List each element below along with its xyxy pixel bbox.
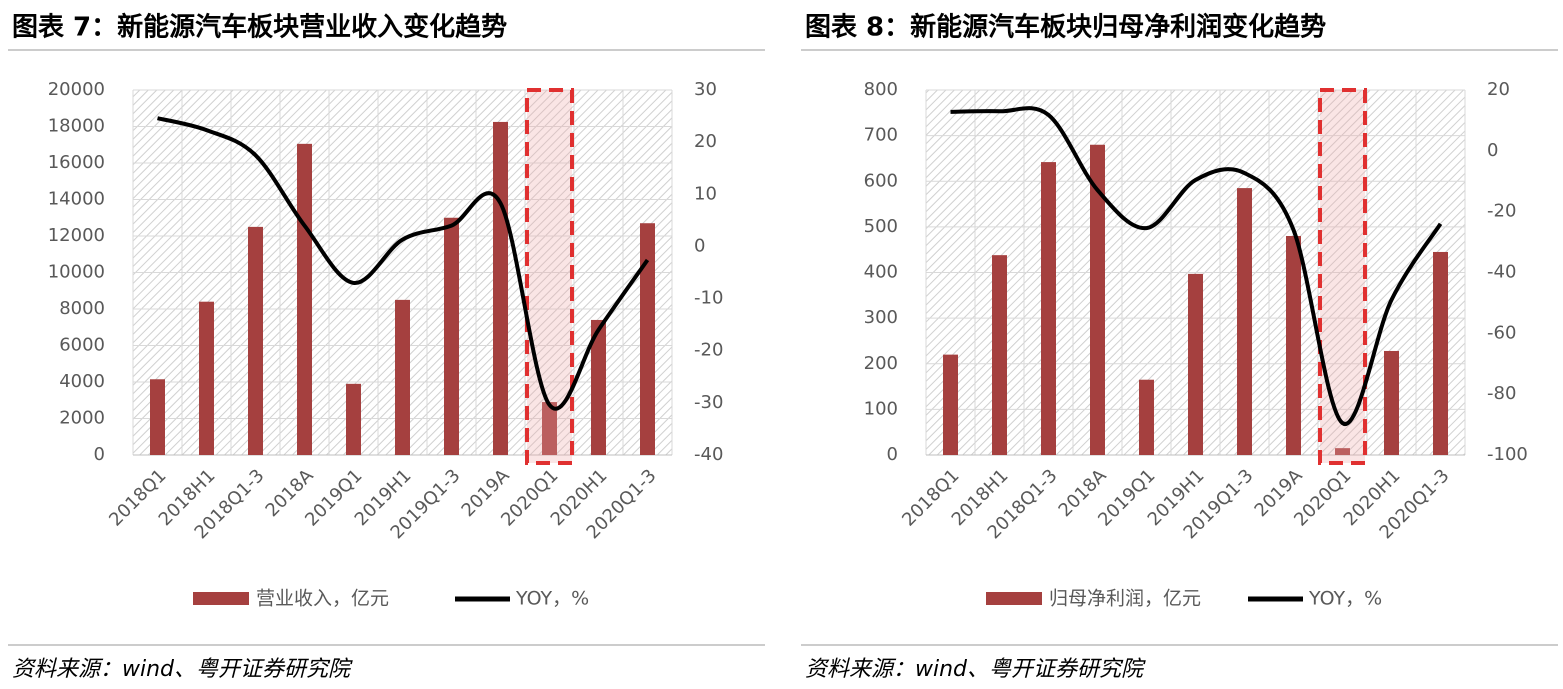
bar — [1384, 350, 1399, 455]
bar — [1041, 162, 1056, 455]
y-tick-label: 16000 — [48, 152, 105, 173]
bar — [591, 319, 606, 455]
highlight-box — [1318, 88, 1367, 465]
y-tick-label: 600 — [864, 170, 898, 191]
bar — [150, 379, 165, 455]
bar — [1237, 188, 1252, 455]
y-tick-label: 20000 — [48, 79, 105, 100]
y-tick-label: 500 — [864, 216, 898, 237]
y2-tick-label: -40 — [1487, 262, 1516, 283]
legend-label: 归母净利润，亿元 — [1049, 588, 1201, 610]
legend-label: 营业收入，亿元 — [256, 588, 389, 610]
y-tick-label: 12000 — [48, 225, 105, 246]
chart-title: 图表 7：新能源汽车板块营业收入变化趋势 — [12, 12, 507, 43]
bar — [297, 143, 312, 455]
legend-swatch — [193, 592, 249, 605]
y2-tick-label: 30 — [694, 79, 717, 100]
legend-label: YOY，% — [1308, 588, 1382, 610]
chart-title: 图表 8：新能源汽车板块归母净利润变化趋势 — [805, 12, 1326, 43]
yoy-line — [950, 106, 1443, 426]
y-tick-label: 2000 — [59, 408, 105, 429]
y-tick-label: 100 — [864, 398, 898, 419]
y2-tick-label: -30 — [694, 392, 723, 413]
y2-tick-label: 20 — [1487, 79, 1510, 100]
bar — [1090, 144, 1105, 455]
y-tick-label: 18000 — [48, 116, 105, 137]
bar — [1335, 448, 1350, 455]
bar — [346, 383, 361, 455]
bar — [444, 217, 459, 455]
legend-label: YOY，% — [515, 588, 589, 610]
bar — [943, 354, 958, 455]
yoy-line — [157, 116, 650, 411]
y-tick-label: 700 — [864, 125, 898, 146]
y2-tick-label: 10 — [694, 183, 717, 204]
bar — [1286, 236, 1301, 455]
y-tick-label: 800 — [864, 79, 898, 100]
bar — [199, 301, 214, 455]
y-tick-label: 4000 — [59, 371, 105, 392]
y2-tick-label: -80 — [1487, 383, 1516, 404]
y2-tick-label: -100 — [1487, 444, 1528, 465]
y-tick-label: 14000 — [48, 189, 105, 210]
bar — [1433, 251, 1448, 455]
legend-swatch — [986, 592, 1042, 605]
y2-tick-label: -60 — [1487, 322, 1516, 343]
bar — [1139, 379, 1154, 455]
y-tick-label: 6000 — [59, 335, 105, 356]
y-tick-label: 10000 — [48, 262, 105, 283]
y-tick-label: 0 — [94, 444, 105, 465]
bar — [1188, 273, 1203, 455]
bar — [493, 121, 508, 455]
bar — [640, 223, 655, 455]
bar — [395, 299, 410, 455]
y2-tick-label: -10 — [694, 288, 723, 309]
y2-tick-label: -40 — [694, 444, 723, 465]
y2-tick-label: -20 — [1487, 201, 1516, 222]
bar — [992, 255, 1007, 455]
y-tick-label: 300 — [864, 307, 898, 328]
y2-tick-label: -20 — [694, 340, 723, 361]
y-tick-label: 400 — [864, 262, 898, 283]
bar — [542, 402, 557, 455]
y2-tick-label: 0 — [1487, 140, 1498, 161]
source: 资料来源：wind、粤开证券研究院 — [805, 657, 1146, 682]
y-tick-label: 8000 — [59, 298, 105, 319]
source: 资料来源：wind、粤开证券研究院 — [12, 657, 353, 682]
y-tick-label: 0 — [887, 444, 898, 465]
y-tick-label: 200 — [864, 353, 898, 374]
y2-tick-label: 0 — [694, 235, 705, 256]
y2-tick-label: 20 — [694, 131, 717, 152]
bar — [248, 226, 263, 455]
